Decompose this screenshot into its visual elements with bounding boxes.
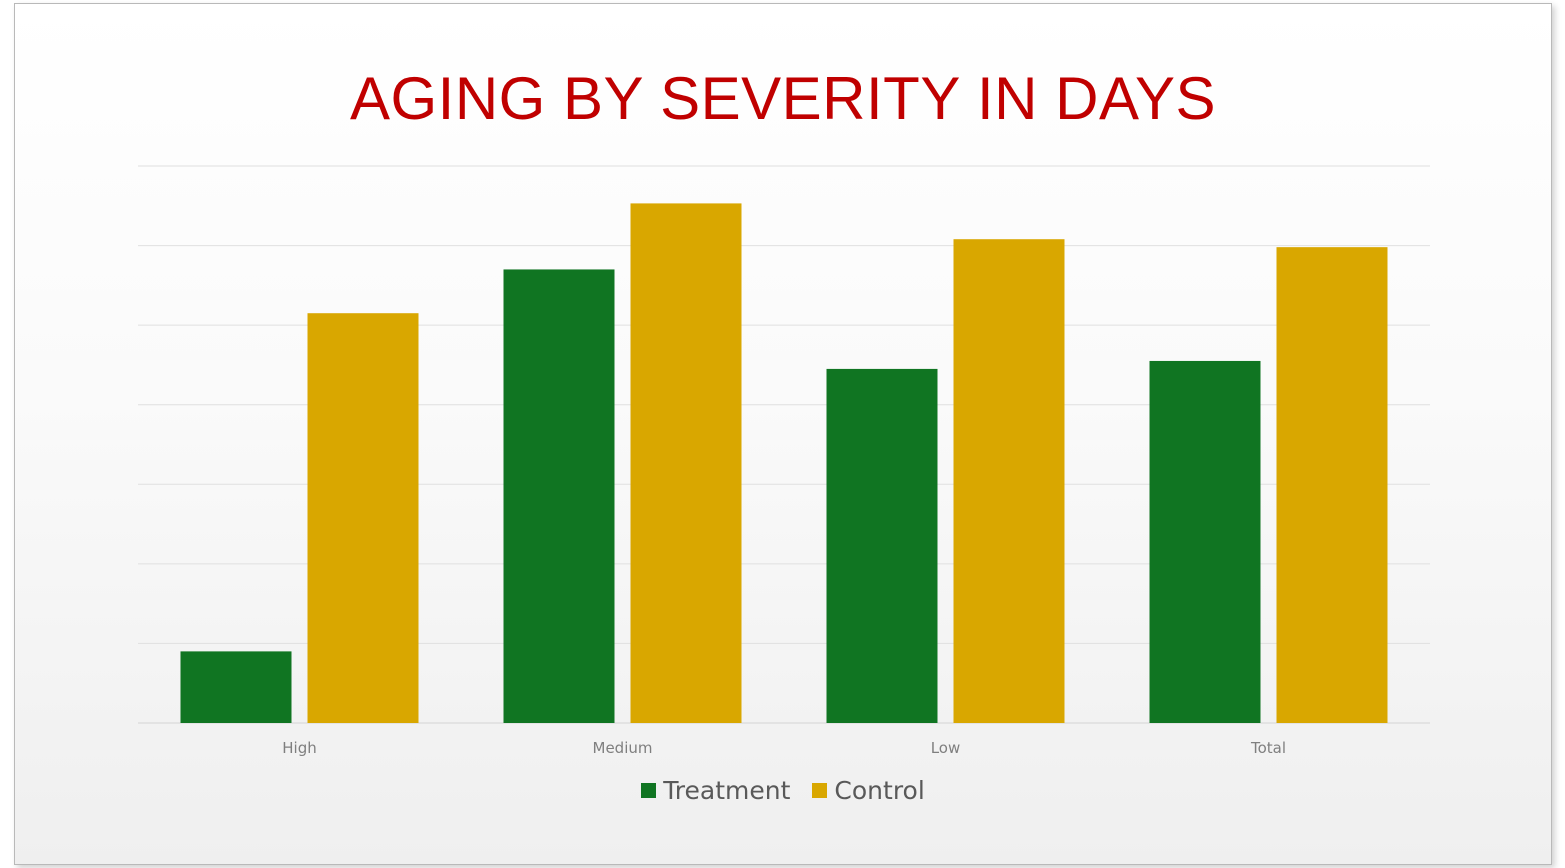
- bar-control-total: [1276, 247, 1388, 724]
- bar-control-low: [953, 239, 1065, 723]
- chart-title: AGING BY SEVERITY IN DAYS: [349, 65, 1217, 132]
- legend-swatch-treatment: [641, 783, 657, 798]
- legend-item-control: Control: [812, 776, 925, 805]
- slide: AGING BY SEVERITY IN DAYS High Medium Low T…: [14, 3, 1552, 865]
- legend-item-treatment: Treatment: [641, 776, 790, 805]
- x-tick-label-high: High: [282, 739, 316, 757]
- x-tick-label-total: Total: [1250, 739, 1286, 757]
- bar-control-high: [307, 313, 419, 723]
- bar-chart: High Medium Low Total: [138, 165, 1430, 757]
- x-tick-label-medium: Medium: [593, 739, 653, 757]
- bar-treatment-total: [1149, 360, 1261, 723]
- bar-control-medium: [630, 203, 742, 724]
- x-tick-label-low: Low: [931, 739, 961, 757]
- bar-treatment-medium: [503, 269, 615, 723]
- chart-legend: Treatment Control: [15, 776, 1551, 805]
- bar-treatment-low: [826, 368, 938, 723]
- bar-treatment-high: [180, 651, 292, 723]
- legend-label-control: Control: [834, 776, 925, 805]
- legend-label-treatment: Treatment: [663, 776, 791, 805]
- legend-swatch-control: [812, 783, 828, 798]
